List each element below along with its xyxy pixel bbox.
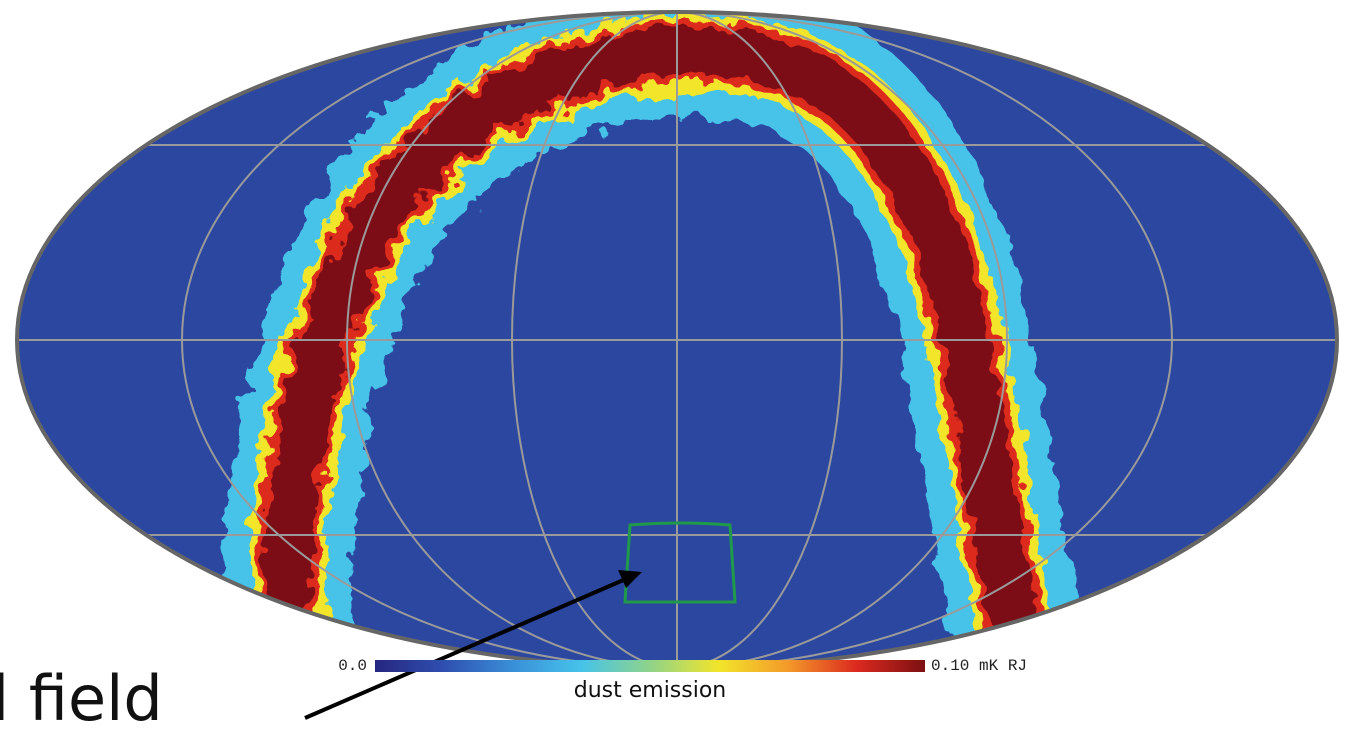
colorbar-tick-label: 0.0 (338, 657, 367, 675)
annotation: l field (0, 662, 163, 730)
colorbar-tick-label: 0.10 mK RJ (931, 657, 1027, 675)
colorbar (375, 660, 925, 672)
sky-map (0, 0, 1351, 700)
colorbar-label: dust emission (574, 678, 727, 703)
page: l field dust emission 0.0 0.10 mK RJ (0, 0, 1351, 730)
